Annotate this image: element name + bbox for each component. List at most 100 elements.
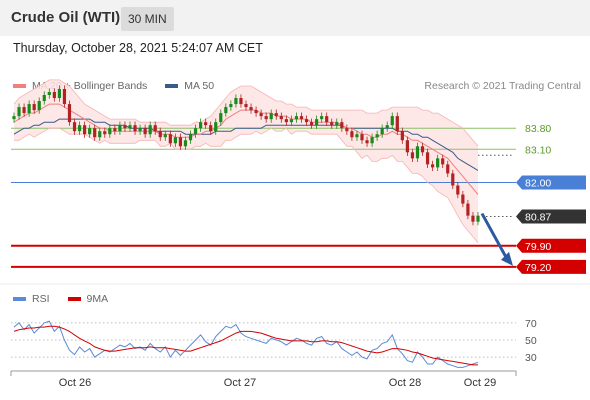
candle-body bbox=[193, 128, 198, 135]
candle-body bbox=[431, 164, 435, 168]
candle-body bbox=[425, 152, 430, 165]
candle-body bbox=[27, 104, 31, 114]
rsi-swatch bbox=[13, 297, 26, 301]
candle-body bbox=[244, 104, 248, 108]
candle-body bbox=[330, 122, 334, 126]
candle-body bbox=[98, 131, 102, 138]
candle-body bbox=[37, 101, 41, 111]
candle-body bbox=[315, 119, 319, 126]
research-credit: Research © 2021 Trading Central bbox=[424, 80, 581, 92]
timeframe-badge[interactable]: 30 MIN bbox=[121, 7, 174, 31]
candle-body bbox=[128, 125, 132, 129]
level-tag-text-82.00: 82.00 bbox=[525, 177, 551, 189]
candle-body bbox=[12, 116, 16, 120]
candle-body bbox=[57, 88, 61, 99]
candle-body bbox=[118, 125, 122, 132]
candle-body bbox=[188, 134, 193, 141]
time-tick-oct-27: Oct 27 bbox=[224, 377, 256, 389]
level-tag-text-79.20: 79.20 bbox=[525, 262, 551, 274]
candle-body bbox=[456, 185, 460, 195]
rsi-ma-legend-label: 9MA bbox=[86, 293, 109, 305]
candle-body bbox=[365, 140, 369, 144]
candle-body bbox=[77, 125, 82, 132]
candle-body bbox=[451, 173, 455, 186]
candle-body bbox=[93, 128, 97, 138]
time-tick-oct-29: Oct 29 bbox=[464, 377, 496, 389]
candle-body bbox=[325, 116, 329, 123]
candle-body bbox=[178, 137, 183, 147]
candle-body bbox=[289, 119, 293, 123]
time-tick-oct-26: Oct 26 bbox=[59, 377, 91, 389]
candle-body bbox=[32, 104, 36, 111]
candle-body bbox=[148, 125, 152, 135]
candle-body bbox=[209, 125, 213, 132]
level-tag-79.90 bbox=[516, 238, 586, 253]
candle-body bbox=[158, 131, 162, 138]
candle-body bbox=[249, 107, 253, 111]
level-label-83.80: 83.80 bbox=[525, 123, 551, 135]
candle-body bbox=[108, 128, 112, 135]
candle-body bbox=[436, 158, 440, 168]
candle-body bbox=[123, 125, 127, 129]
candle-body bbox=[259, 113, 263, 117]
candle-body bbox=[62, 88, 67, 105]
bollinger-lower-line bbox=[14, 127, 479, 244]
candle-body bbox=[279, 116, 283, 120]
candle-body bbox=[88, 128, 92, 135]
candle-body bbox=[67, 104, 72, 123]
candle-body bbox=[299, 116, 304, 120]
candle-body bbox=[320, 116, 324, 120]
candle-body bbox=[420, 146, 425, 153]
candle-body bbox=[163, 134, 167, 138]
current-price-tag bbox=[516, 209, 586, 224]
rsi-legend: RSI 9MA bbox=[13, 293, 108, 305]
forecast-arrow-shaft bbox=[480, 212, 509, 260]
chart-header: Crude Oil (WTI) 30 MIN bbox=[0, 0, 590, 36]
candle-body bbox=[224, 107, 228, 114]
candle-body bbox=[360, 134, 364, 141]
candle-body bbox=[52, 92, 56, 99]
level-tag-82.00 bbox=[516, 175, 586, 190]
candle-body bbox=[274, 113, 278, 117]
candle-body bbox=[143, 128, 147, 135]
candle-body bbox=[294, 116, 299, 120]
rsi-ma-swatch bbox=[67, 297, 81, 301]
ma50-legend-label: MA 50 bbox=[184, 80, 215, 92]
rsi-tick-30: 30 bbox=[525, 352, 537, 364]
candle-body bbox=[405, 140, 409, 153]
candle-body bbox=[284, 119, 288, 123]
candle-body bbox=[264, 116, 268, 120]
candle-body bbox=[410, 152, 415, 159]
candle-body bbox=[340, 122, 344, 129]
rsi-line bbox=[13, 320, 479, 368]
candle-body bbox=[476, 215, 480, 222]
candle-body bbox=[355, 134, 359, 138]
bollinger-band-fill bbox=[14, 79, 478, 243]
candle-body bbox=[461, 194, 465, 204]
candle-body bbox=[400, 131, 404, 141]
candle-body bbox=[471, 215, 475, 222]
rsi-tick-70: 70 bbox=[525, 318, 537, 330]
candle-body bbox=[375, 134, 379, 138]
rsi-ma-line bbox=[13, 325, 478, 366]
bollinger-upper-line bbox=[13, 79, 479, 147]
level-label-83.10: 83.10 bbox=[525, 144, 551, 156]
candle-body bbox=[269, 113, 273, 120]
ma20-swatch bbox=[13, 84, 26, 88]
candle-body bbox=[446, 164, 450, 174]
candle-body bbox=[42, 95, 46, 102]
candle-body bbox=[47, 92, 51, 96]
candle-body bbox=[395, 116, 399, 132]
candle-body bbox=[168, 134, 172, 144]
candle-body bbox=[390, 116, 394, 126]
candle-body bbox=[385, 125, 389, 129]
level-tag-79.20 bbox=[516, 259, 586, 274]
forecast-arrow-head bbox=[501, 251, 513, 266]
time-tick-oct-28: Oct 28 bbox=[389, 377, 421, 389]
candle-body bbox=[72, 122, 77, 132]
candle-body bbox=[345, 128, 349, 132]
candle-body bbox=[229, 104, 233, 108]
candle-body bbox=[138, 128, 142, 132]
candle-body bbox=[234, 98, 238, 105]
